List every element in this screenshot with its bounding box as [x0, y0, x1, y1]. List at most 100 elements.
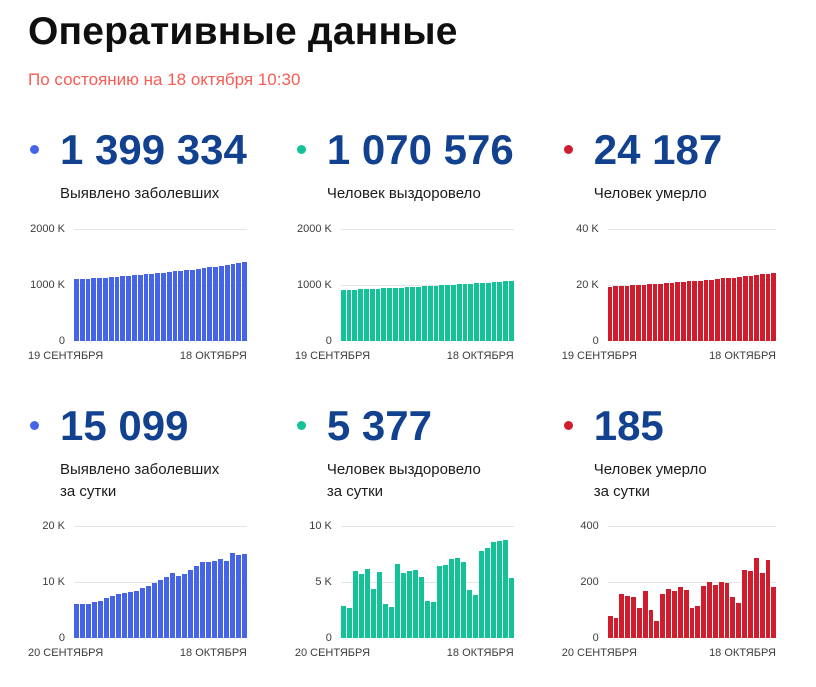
y-axis-tick: 10 K	[309, 520, 332, 533]
bar	[619, 593, 625, 639]
bar	[619, 286, 624, 341]
bar	[669, 282, 675, 341]
recovered-daily-value: 5 377	[326, 401, 432, 449]
deaths-daily-label: Человек умерло за сутки	[593, 460, 707, 500]
bar	[496, 541, 502, 639]
panel-recovered-total: 1 070 576 Человек выздоровело 2000 K 1000…	[295, 126, 514, 362]
y-axis-tick: 200	[580, 576, 599, 589]
bar	[478, 551, 484, 639]
x-axis-start-label: 19 СЕНТЯБРЯ	[561, 349, 637, 362]
bar	[416, 286, 422, 341]
bar	[771, 273, 776, 341]
bar	[346, 289, 352, 341]
bar	[624, 285, 630, 341]
y-axis-tick: 0	[325, 632, 332, 645]
bar	[370, 589, 376, 639]
gridline	[340, 339, 514, 341]
bar	[456, 284, 462, 341]
bar	[636, 608, 642, 639]
bar	[158, 579, 163, 639]
bar	[182, 573, 187, 639]
plot-area: 2000 K 1000 K 0	[295, 223, 514, 347]
bar	[170, 573, 175, 639]
plot	[607, 526, 777, 639]
plot	[340, 228, 514, 341]
bar-series	[607, 229, 776, 341]
bar	[388, 607, 394, 639]
bar	[194, 566, 199, 639]
x-axis: 19 СЕНТЯБРЯ 18 ОКТЯБРЯ	[28, 350, 247, 362]
bar	[675, 282, 681, 341]
x-axis-start-label: 20 СЕНТЯБРЯ	[294, 647, 371, 660]
bar	[462, 283, 468, 341]
bar	[445, 285, 450, 341]
bar	[230, 264, 236, 341]
bar	[412, 570, 418, 639]
bar	[737, 277, 743, 341]
plot	[340, 526, 514, 639]
bar	[178, 270, 184, 341]
bar	[641, 284, 647, 341]
confirmed-total-chart: 2000 K 1000 K 0 19 СЕНТЯБРЯ 18 ОКТЯБРЯ	[28, 223, 247, 362]
bar	[709, 279, 714, 341]
bar	[714, 279, 720, 341]
bar	[635, 284, 641, 341]
bar	[660, 593, 666, 639]
bar	[102, 277, 108, 341]
bar	[212, 560, 217, 639]
bar	[730, 596, 736, 639]
bar	[140, 588, 145, 639]
bar	[503, 281, 508, 341]
bar	[218, 558, 223, 639]
bar	[224, 264, 230, 341]
bar	[686, 281, 692, 341]
bar	[731, 277, 737, 341]
gridline	[607, 284, 776, 286]
deaths-total-label: Человек умерло	[593, 185, 707, 203]
bar	[410, 286, 416, 341]
bar	[765, 560, 771, 639]
bar	[128, 592, 133, 639]
gridline	[340, 228, 514, 230]
operational-data-page: Оперативные данные По состоянию на 18 ок…	[28, 10, 777, 660]
bar	[108, 277, 114, 341]
bar	[358, 289, 364, 341]
bar	[242, 553, 247, 639]
bar	[92, 602, 97, 639]
deaths-daily-value: 185	[593, 401, 664, 449]
confirmed-total-value: 1 399 334	[60, 126, 247, 173]
bar-series	[74, 526, 247, 639]
bar	[364, 569, 370, 639]
bar	[218, 265, 224, 341]
bar	[666, 588, 671, 639]
bar	[625, 596, 631, 639]
bar	[474, 283, 479, 341]
deaths-dot-icon	[563, 420, 573, 430]
x-axis: 20 СЕНТЯБРЯ 18 ОКТЯБРЯ	[562, 647, 776, 659]
confirmed-dot-icon	[30, 420, 39, 430]
gridline	[607, 339, 776, 341]
plot	[74, 526, 247, 639]
bar	[718, 582, 724, 639]
confirmed-daily-chart: 20 K 10 K 0 20 СЕНТЯБРЯ 18 ОКТЯБРЯ	[28, 520, 247, 659]
deaths-dot-icon	[563, 145, 573, 154]
plot-area: 40 K 20 K 0	[562, 223, 776, 347]
bar	[759, 573, 765, 639]
panel-recovered-daily: 5 377 Человек выздоровело за сутки 10 K 5…	[294, 401, 514, 660]
bar	[110, 596, 115, 639]
bar	[424, 600, 430, 639]
bar	[630, 285, 635, 341]
bar	[422, 286, 427, 341]
y-axis: 400 200 0	[562, 520, 608, 644]
gridline	[340, 582, 514, 584]
bar	[213, 266, 218, 341]
x-axis: 19 СЕНТЯБРЯ 18 ОКТЯБРЯ	[295, 350, 514, 362]
bar	[490, 542, 496, 639]
bar	[393, 287, 398, 341]
panel-confirmed-daily: 15 099 Выявлено заболевших за сутки 20 K…	[28, 402, 247, 659]
bar	[460, 562, 466, 639]
bar	[166, 272, 172, 341]
recovered-dot-icon	[296, 145, 306, 154]
bar	[703, 280, 709, 341]
y-axis-tick: 1000 K	[296, 278, 332, 291]
